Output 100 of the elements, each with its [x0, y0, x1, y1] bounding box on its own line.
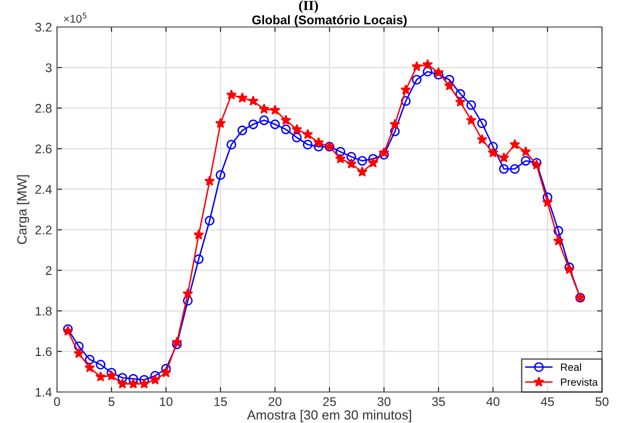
point [248, 95, 259, 106]
point [335, 153, 346, 164]
point [412, 74, 422, 85]
x-tick-label: 40 [486, 397, 500, 406]
point [356, 166, 368, 177]
point [128, 378, 139, 389]
x-tick-label: 30 [378, 397, 390, 406]
x-tick-label: 50 [596, 397, 608, 406]
point [433, 67, 444, 78]
text: ×10$^{5}$ [64, 12, 86, 23]
point [466, 100, 476, 110]
x-tick-label: 25 [323, 397, 336, 406]
legend-label: Prevista [561, 378, 598, 386]
x-tick-label: 0 [54, 397, 60, 406]
y-tick-label: 1.8 [36, 306, 52, 316]
point [488, 142, 498, 152]
point [84, 362, 96, 372]
point [357, 156, 368, 166]
point [390, 126, 400, 136]
point [84, 354, 95, 364]
point [138, 378, 150, 389]
point [422, 58, 433, 70]
point [204, 216, 214, 226]
point [258, 104, 270, 114]
y-axis-title: Carga [MW] [16, 175, 30, 244]
point [346, 152, 356, 162]
y-tick-label: 2.2 [35, 226, 52, 234]
point [96, 360, 106, 370]
point [237, 126, 248, 136]
point [553, 235, 564, 246]
x-tick-label: 35 [432, 397, 445, 406]
y-tick-label: 3 [46, 63, 52, 72]
point [488, 147, 498, 158]
y-tick-label: 3.2 [35, 22, 52, 32]
y-tick-label: 1.6 [36, 347, 52, 356]
y-tick-label: 2.4 [35, 185, 52, 194]
legend-label: Real [561, 363, 581, 371]
point [291, 124, 302, 134]
x-axis-title: Amostra [30 em 30 minutos] [247, 410, 412, 422]
y-tick-label: 2 [46, 266, 52, 275]
point [182, 288, 194, 298]
point [280, 114, 292, 125]
point [314, 142, 324, 152]
point [74, 342, 84, 352]
point [117, 378, 128, 389]
point [390, 118, 400, 129]
point [226, 140, 236, 150]
point [542, 196, 553, 208]
point [422, 66, 432, 76]
y-tick-label: 2.8 [35, 104, 52, 113]
point [106, 370, 117, 380]
point [182, 296, 193, 306]
point [454, 96, 466, 107]
point [248, 119, 258, 130]
point [118, 372, 128, 383]
x-tick-label: 20 [268, 397, 282, 406]
point [477, 118, 487, 128]
point [520, 156, 531, 166]
point [194, 254, 204, 264]
point [411, 60, 422, 72]
chart-title: Global (Somatório Locais) [252, 15, 407, 27]
point [204, 176, 215, 186]
point [106, 368, 116, 378]
text: (II) [299, 0, 318, 14]
point [226, 89, 237, 100]
point [554, 226, 564, 236]
point [302, 140, 313, 150]
point [292, 132, 302, 142]
point [346, 158, 357, 169]
point [302, 128, 314, 140]
point [73, 348, 84, 358]
point [509, 139, 520, 150]
point [466, 114, 477, 125]
point [270, 104, 280, 115]
point [379, 150, 389, 160]
point [476, 134, 488, 144]
point [520, 146, 532, 156]
point [336, 146, 346, 157]
point [498, 152, 510, 162]
point [455, 89, 466, 99]
point [270, 119, 280, 130]
point [378, 147, 390, 158]
point [510, 164, 520, 174]
point [236, 92, 248, 103]
point [160, 367, 172, 378]
point [150, 374, 160, 384]
point [172, 336, 182, 347]
point [444, 80, 455, 90]
point [172, 339, 182, 350]
point [215, 118, 226, 128]
point [313, 137, 324, 148]
point [193, 229, 204, 240]
x-tick-label: 10 [160, 397, 172, 406]
point [400, 84, 412, 94]
point [259, 115, 269, 126]
point [216, 170, 226, 180]
y-tick-label: 1.4 [36, 388, 52, 397]
x-tick-label: 15 [214, 397, 227, 406]
point [281, 124, 291, 134]
x-tick-label: 5 [108, 397, 114, 406]
